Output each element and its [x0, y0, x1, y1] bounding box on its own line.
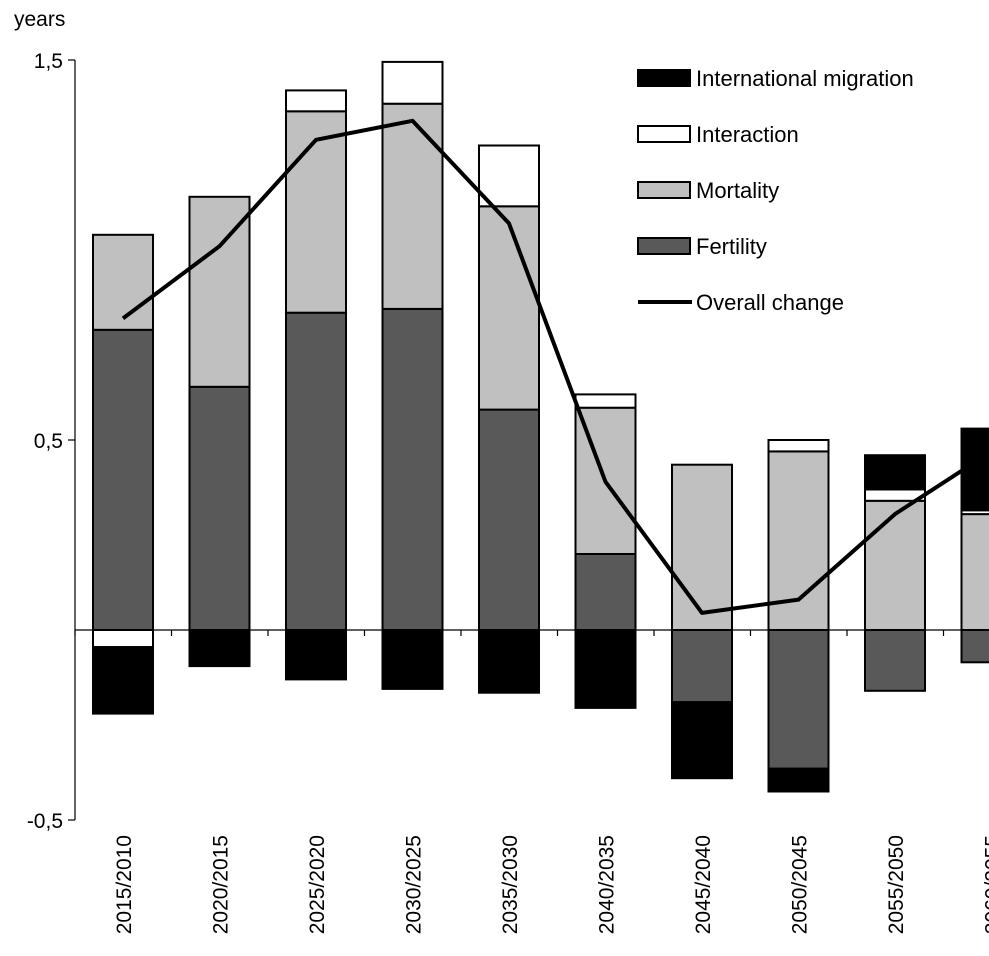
bar-fertility-2015-2010 [92, 328, 154, 631]
legend-label-fertility: Fertility [696, 234, 767, 259]
y-tick-label: 1,5 [34, 50, 63, 73]
bar-international-migration-2025-2020 [285, 629, 347, 681]
x-tick-label: 2050/2045 [789, 835, 812, 934]
bar-interaction-2030-2025 [381, 60, 444, 105]
x-tick-label: 2030/2025 [403, 835, 426, 934]
bar-interaction-2035-2030 [478, 144, 540, 208]
bar-mortality-2060-2055 [960, 513, 989, 631]
x-tick-label: 2025/2020 [306, 835, 329, 934]
bar-interaction-2025-2020 [285, 89, 347, 113]
bar-fertility-2025-2020 [285, 311, 347, 631]
legend-swatch-mortality [637, 181, 691, 199]
bar-mortality-2035-2030 [478, 205, 540, 411]
x-tick-label: 2035/2030 [499, 835, 522, 934]
bar-fertility-2035-2030 [478, 408, 540, 631]
bar-mortality-2020-2015 [188, 195, 251, 388]
bar-international-migration-2030-2025 [381, 629, 444, 690]
x-tick-label: 2055/2050 [885, 835, 908, 934]
bar-fertility-2060-2055 [960, 629, 989, 664]
legend-swatch-interaction [637, 125, 691, 143]
legend-label-overall-change: Overall change [696, 290, 844, 315]
bar-international-migration-2055-2050 [864, 454, 926, 491]
bar-international-migration-2035-2030 [478, 629, 540, 694]
line-overall-change [121, 118, 989, 615]
x-tick-label: 2060/2055 [982, 835, 989, 934]
bar-fertility-2040-2035 [574, 553, 637, 631]
axes-layer [68, 59, 985, 821]
x-tick-label: 2015/2010 [113, 835, 136, 934]
legend-swatch-international-migration [637, 69, 691, 87]
x-tick-label: 2020/2015 [210, 835, 233, 934]
bar-mortality-2025-2020 [285, 110, 347, 314]
bar-international-migration-2020-2015 [188, 630, 251, 668]
x-tick-label: 2040/2035 [596, 835, 619, 934]
bars-layer [92, 60, 989, 793]
bar-fertility-2045-2040 [671, 629, 733, 704]
y-tick-labels: 1,5 0,5 -0,5 [27, 50, 63, 833]
y-axis-title: years [14, 8, 66, 31]
bar-fertility-2050-2045 [767, 629, 830, 770]
bar-international-migration-2050-2045 [767, 767, 830, 793]
bar-international-migration-2015-2010 [92, 646, 154, 715]
legend-swatch-fertility [637, 237, 691, 255]
bar-fertility-2020-2015 [188, 385, 251, 631]
bar-interaction-2060-2055 [960, 509, 989, 516]
x-tick-labels: 2015/2010 2020/2015 2025/2020 2030/2025 2035… [113, 835, 989, 934]
bar-interaction-2050-2045 [767, 439, 830, 453]
bar-international-migration-2045-2040 [671, 701, 733, 780]
bar-interaction-2040-2035 [574, 393, 637, 409]
legend-label-international-migration: International migration [696, 66, 914, 91]
legend: International migration Interaction Mortal… [637, 66, 914, 315]
overall-change-line-layer [121, 118, 989, 615]
y-tick-label: 0,5 [34, 430, 63, 453]
bar-mortality-2030-2025 [381, 102, 444, 310]
legend-label-mortality: Mortality [696, 178, 779, 203]
bar-interaction-2015-2010 [92, 629, 154, 649]
bar-mortality-2045-2040 [671, 463, 733, 632]
legend-label-interaction: Interaction [696, 122, 799, 147]
x-tick-label: 2045/2040 [692, 835, 715, 934]
bar-international-migration-2040-2035 [574, 629, 637, 709]
bar-mortality-2015-2010 [92, 233, 154, 331]
bar-fertility-2030-2025 [381, 307, 444, 631]
bar-fertility-2055-2050 [864, 629, 926, 692]
y-tick-label: -0,5 [27, 810, 63, 833]
bar-mortality-2055-2050 [864, 499, 926, 631]
